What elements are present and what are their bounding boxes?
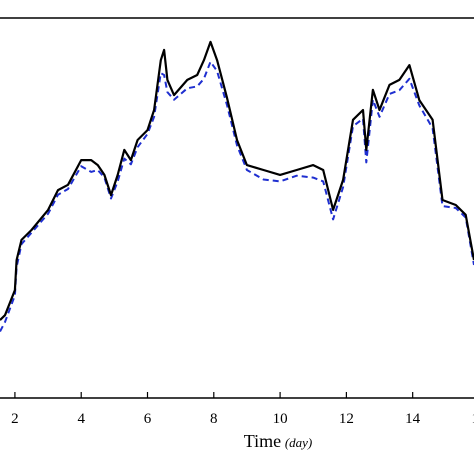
x-tick-label: 12	[339, 411, 354, 427]
line-series	[0, 60, 474, 332]
x-axis-label: Time (day)	[244, 431, 313, 451]
x-tick-label: 4	[77, 411, 85, 427]
x-tick-label: 16	[471, 411, 474, 427]
x-label-unit: (day)	[285, 435, 312, 450]
x-tick-label: 2	[11, 411, 19, 427]
x-label-text: Time	[244, 431, 281, 451]
x-tick-label: 6	[144, 411, 152, 427]
x-tick-label: 14	[405, 411, 421, 427]
x-tick-label: 8	[210, 411, 218, 427]
line-series	[0, 40, 474, 321]
x-tick-label: 10	[273, 411, 288, 427]
